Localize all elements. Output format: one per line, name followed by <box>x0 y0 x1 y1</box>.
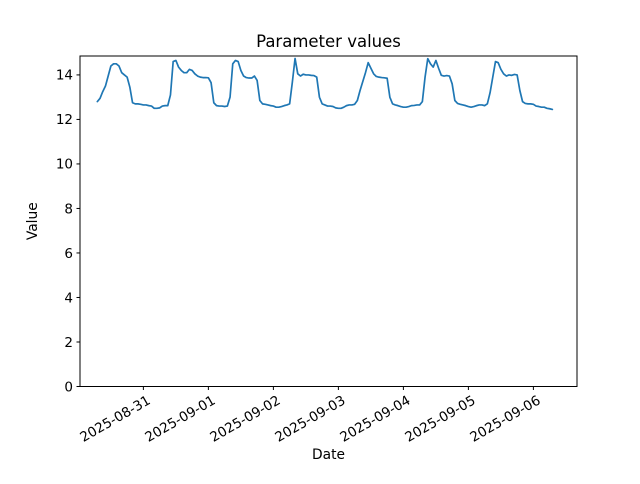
y-tick-label: 6 <box>64 246 73 262</box>
y-tick-label: 12 <box>56 112 73 128</box>
x-axis-label: Date <box>312 447 345 463</box>
y-tick-label: 4 <box>64 290 73 306</box>
y-tick-label: 10 <box>56 157 73 173</box>
series-line-parameter <box>96 57 554 111</box>
chart-title: Parameter values <box>256 32 401 51</box>
x-tick-label: 2025-08-31 <box>77 393 153 446</box>
x-tick-label: 2025-09-05 <box>402 393 478 446</box>
y-tick-label: 14 <box>56 68 73 84</box>
x-tick-label: 2025-09-02 <box>207 393 283 446</box>
y-axis-label: Value <box>25 202 41 240</box>
x-tick-label: 2025-09-01 <box>142 393 218 446</box>
x-axis-ticks: 2025-08-312025-09-012025-09-022025-09-03… <box>77 386 543 446</box>
x-tick-label: 2025-09-06 <box>467 393 543 446</box>
x-tick-label: 2025-09-03 <box>272 393 348 446</box>
plot-area <box>80 56 577 387</box>
y-axis-ticks: 0 2 4 6 8 10 12 14 <box>56 68 80 395</box>
x-tick-label: 2025-09-04 <box>337 393 413 446</box>
axes-border <box>79 55 578 387</box>
y-tick-label: 8 <box>64 201 73 217</box>
y-tick-label: 2 <box>64 335 73 351</box>
y-tick-label: 0 <box>64 379 73 395</box>
